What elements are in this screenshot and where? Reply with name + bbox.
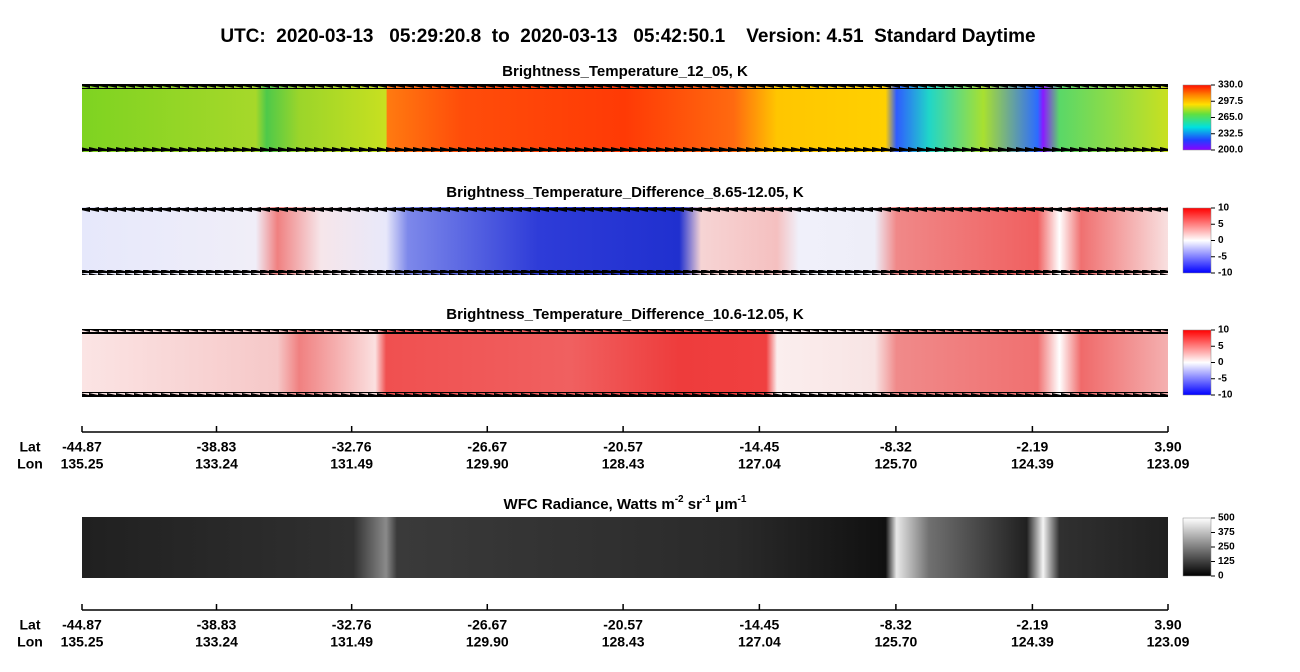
colorbar-tick-label: 375 bbox=[1218, 527, 1235, 538]
colorbar-tick-label: -10 bbox=[1218, 390, 1233, 401]
image-strip bbox=[82, 207, 1168, 275]
colorbar-tick-label: 5 bbox=[1218, 219, 1224, 230]
lon-tick-label: 133.24 bbox=[195, 634, 238, 650]
image-strip bbox=[82, 329, 1168, 397]
lat-tick-label: -26.67 bbox=[467, 439, 507, 455]
strip-border bbox=[82, 392, 1168, 397]
colorbar bbox=[1182, 517, 1212, 577]
lon-tick-label: 127.04 bbox=[738, 634, 781, 650]
lon-tick-label: 124.39 bbox=[1011, 456, 1054, 472]
lat-tick-label: -14.45 bbox=[740, 439, 780, 455]
colorbar-tick-label: -10 bbox=[1218, 268, 1233, 279]
colorbar-tick-label: 330.0 bbox=[1218, 80, 1243, 91]
strip-border bbox=[82, 270, 1168, 275]
lon-tick-label: 133.24 bbox=[195, 456, 238, 472]
strip-border bbox=[82, 207, 1168, 212]
lon-tick-label: 124.39 bbox=[1011, 634, 1054, 650]
panel-title: Brightness_Temperature_12_05, K bbox=[502, 63, 748, 80]
lon-tick-label: 129.90 bbox=[466, 634, 509, 650]
lon-tick-label: 131.49 bbox=[330, 456, 373, 472]
colorbar-tick-label: 297.5 bbox=[1218, 96, 1243, 107]
title-part: μm bbox=[711, 496, 738, 513]
colorbar-tick-label: 0 bbox=[1218, 571, 1224, 582]
lat-tick-label: -32.76 bbox=[332, 439, 372, 455]
lon-tick-label: 128.43 bbox=[602, 456, 645, 472]
lat-tick-label: 3.90 bbox=[1154, 439, 1181, 455]
colorbar-tick-label: 250 bbox=[1218, 542, 1235, 553]
colorbar bbox=[1182, 84, 1212, 151]
colorbar-tick-label: -5 bbox=[1218, 373, 1227, 384]
title-part: -1 bbox=[702, 494, 711, 505]
lon-tick-label: 135.25 bbox=[61, 634, 104, 650]
lon-tick-label: 131.49 bbox=[330, 634, 373, 650]
lat-label: Lat bbox=[20, 439, 41, 455]
lon-tick-label: 125.70 bbox=[874, 634, 917, 650]
title-part: -2 bbox=[675, 494, 684, 505]
colorbar-tick-label: -5 bbox=[1218, 251, 1227, 262]
title-part: WFC Radiance, Watts m bbox=[504, 496, 675, 513]
strip-border bbox=[82, 329, 1168, 334]
lon-tick-label: 129.90 bbox=[466, 456, 509, 472]
lat-tick-label: -20.57 bbox=[603, 439, 643, 455]
title-part: sr bbox=[684, 496, 703, 513]
colorbar bbox=[1182, 207, 1212, 274]
lat-tick-label: -38.83 bbox=[197, 439, 237, 455]
colorbar-tick-label: 10 bbox=[1218, 203, 1230, 214]
lat-tick-label: -20.57 bbox=[603, 617, 643, 633]
panel-title: WFC Radiance, Watts m-2 sr-1 μm-1 bbox=[504, 494, 747, 513]
lat-tick-label: -8.32 bbox=[880, 439, 912, 455]
colorbar bbox=[1182, 329, 1212, 396]
colorbar-tick-label: 200.0 bbox=[1218, 145, 1243, 156]
lat-tick-label: -26.67 bbox=[467, 617, 507, 633]
lon-tick-label: 123.09 bbox=[1147, 634, 1190, 650]
lon-label: Lon bbox=[17, 456, 43, 472]
lat-tick-label: -44.87 bbox=[62, 439, 102, 455]
lat-tick-label: 3.90 bbox=[1154, 617, 1181, 633]
lat-tick-label: -2.19 bbox=[1016, 617, 1048, 633]
lon-tick-label: 125.70 bbox=[874, 456, 917, 472]
lat-label: Lat bbox=[20, 617, 41, 633]
title-part: -1 bbox=[738, 494, 747, 505]
lon-label: Lon bbox=[17, 634, 43, 650]
colorbar-tick-label: 0 bbox=[1218, 235, 1224, 246]
colorbar-tick-label: 125 bbox=[1218, 556, 1235, 567]
lat-tick-label: -2.19 bbox=[1016, 439, 1048, 455]
lon-tick-label: 123.09 bbox=[1147, 456, 1190, 472]
strip-border bbox=[82, 147, 1168, 152]
strip-border bbox=[82, 84, 1168, 89]
colorbar-tick-label: 232.5 bbox=[1218, 128, 1243, 139]
colorbar-tick-label: 265.0 bbox=[1218, 112, 1243, 123]
lat-tick-label: -44.87 bbox=[62, 617, 102, 633]
panel-title: Brightness_Temperature_Difference_10.6-1… bbox=[446, 306, 804, 323]
lat-tick-label: -8.32 bbox=[880, 617, 912, 633]
lon-tick-label: 135.25 bbox=[61, 456, 104, 472]
colorbar-tick-label: 0 bbox=[1218, 357, 1224, 368]
lon-tick-label: 127.04 bbox=[738, 456, 781, 472]
lat-tick-label: -14.45 bbox=[740, 617, 780, 633]
lat-tick-label: -32.76 bbox=[332, 617, 372, 633]
colorbar-tick-label: 5 bbox=[1218, 341, 1224, 352]
main-title: UTC: 2020-03-13 05:29:20.8 to 2020-03-13… bbox=[220, 26, 1035, 47]
colorbar-tick-label: 500 bbox=[1218, 513, 1235, 524]
image-strip bbox=[82, 517, 1168, 578]
lon-tick-label: 128.43 bbox=[602, 634, 645, 650]
colorbar-tick-label: 10 bbox=[1218, 325, 1230, 336]
image-strip bbox=[82, 84, 1168, 152]
panel-title: Brightness_Temperature_Difference_8.65-1… bbox=[446, 184, 804, 201]
lat-tick-label: -38.83 bbox=[197, 617, 237, 633]
